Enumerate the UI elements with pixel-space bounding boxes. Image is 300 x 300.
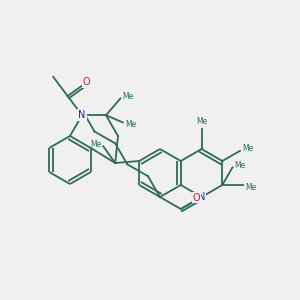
Text: Me: Me (90, 140, 101, 149)
Text: N: N (198, 192, 205, 202)
Text: Me: Me (122, 92, 134, 101)
Text: N: N (78, 110, 86, 120)
Text: Me: Me (235, 161, 246, 170)
Text: Me: Me (196, 117, 207, 126)
Text: Me: Me (242, 144, 253, 153)
Text: O: O (82, 77, 90, 87)
Text: O: O (193, 193, 200, 202)
Text: Me: Me (125, 120, 136, 129)
Text: Me: Me (245, 182, 256, 191)
